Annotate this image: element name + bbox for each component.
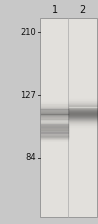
Text: 2: 2 [80, 5, 86, 15]
Text: 1: 1 [52, 5, 58, 15]
Text: 84: 84 [26, 153, 36, 162]
Text: 127: 127 [20, 91, 36, 100]
FancyBboxPatch shape [40, 18, 97, 217]
Text: 210: 210 [20, 28, 36, 37]
